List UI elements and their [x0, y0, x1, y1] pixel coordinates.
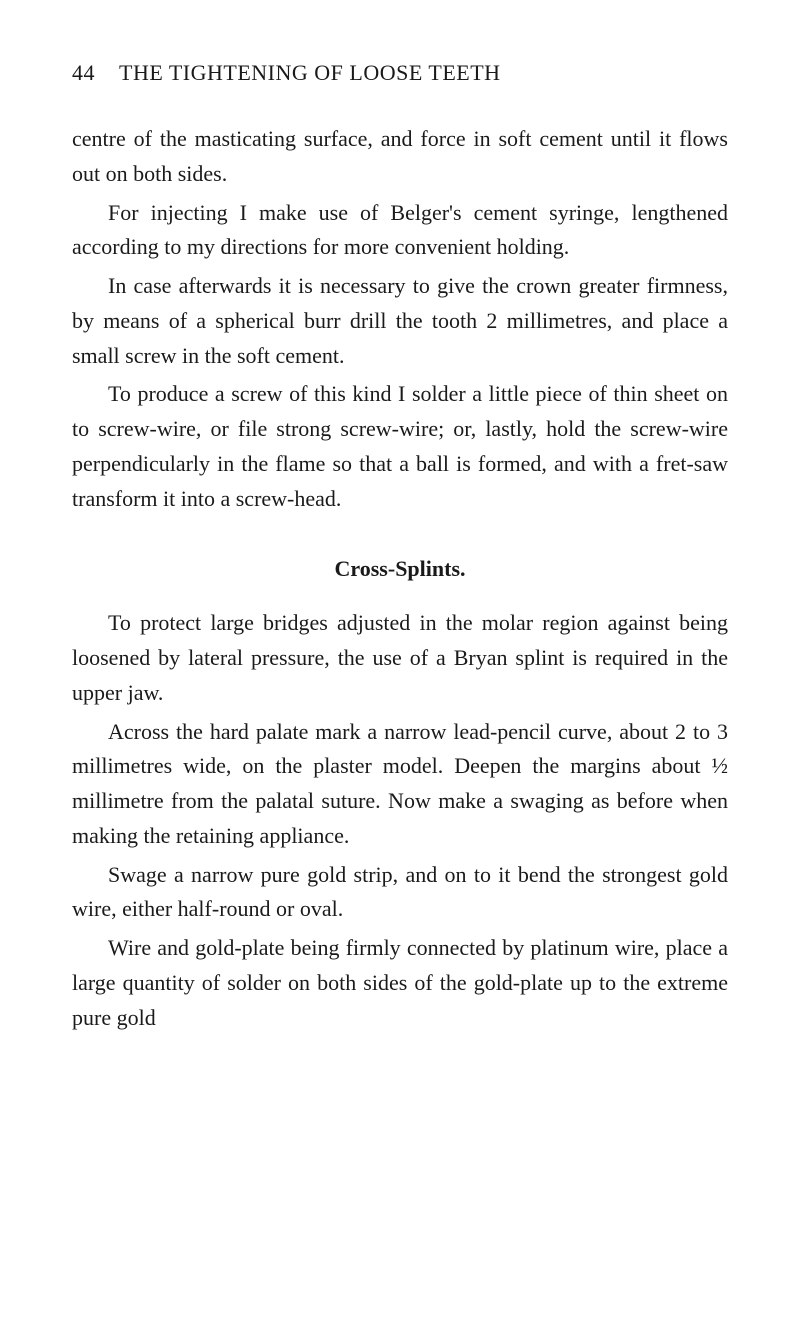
body-paragraph: Swage a narrow pure gold strip, and on t…	[72, 858, 728, 928]
body-paragraph: In case afterwards it is necessary to gi…	[72, 269, 728, 373]
body-paragraph: To protect large bridges adjusted in the…	[72, 606, 728, 710]
section-heading: Cross-Splints.	[72, 556, 728, 582]
body-paragraph: To produce a screw of this kind I solder…	[72, 377, 728, 516]
running-title: THE TIGHTENING OF LOOSE TEETH	[119, 60, 501, 85]
body-paragraph: For injecting I make use of Belger's cem…	[72, 196, 728, 266]
body-paragraph: Across the hard palate mark a narrow lea…	[72, 715, 728, 854]
body-paragraph: centre of the masticating surface, and f…	[72, 122, 728, 192]
document-page: 44 THE TIGHTENING OF LOOSE TEETH centre …	[0, 0, 800, 1119]
body-paragraph: Wire and gold-plate being firmly connect…	[72, 931, 728, 1035]
page-number: 44	[72, 60, 95, 85]
running-header: 44 THE TIGHTENING OF LOOSE TEETH	[72, 60, 728, 86]
